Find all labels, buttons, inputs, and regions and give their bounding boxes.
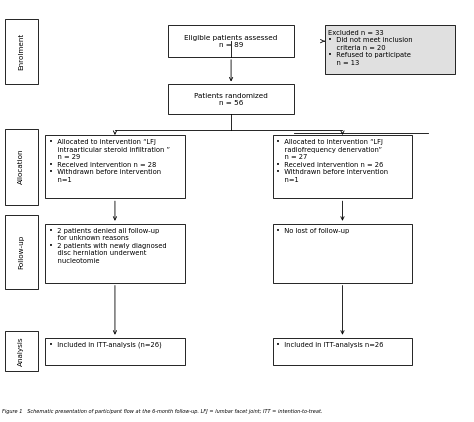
Text: •  No lost of follow-up: • No lost of follow-up bbox=[276, 228, 350, 234]
Bar bbox=[273, 135, 412, 198]
Bar bbox=[5, 215, 38, 289]
Text: Figure 1   Schematic presentation of participant flow at the 6-month follow-up. : Figure 1 Schematic presentation of parti… bbox=[2, 408, 323, 414]
Bar bbox=[5, 19, 38, 84]
Text: Excluded n = 33
•  Did not meet inclusion
    criteria n = 20
•  Refused to part: Excluded n = 33 • Did not meet inclusion… bbox=[328, 30, 413, 65]
Bar bbox=[273, 224, 412, 283]
Bar bbox=[45, 135, 185, 198]
Text: Eligible patients assessed
n = 89: Eligible patients assessed n = 89 bbox=[184, 35, 278, 48]
Text: Allocation: Allocation bbox=[18, 149, 24, 184]
Text: •  Allocated to intervention “LFJ
    intraarticular steroid infiltration ”
    : • Allocated to intervention “LFJ intraar… bbox=[49, 139, 170, 183]
Text: •  2 patients denied all follow-up
    for unknown reasons
•  2 patients with ne: • 2 patients denied all follow-up for un… bbox=[49, 228, 166, 264]
Bar bbox=[5, 129, 38, 205]
Bar bbox=[45, 224, 185, 283]
Text: Follow-up: Follow-up bbox=[18, 235, 24, 269]
Bar bbox=[168, 84, 294, 114]
Bar bbox=[168, 25, 294, 57]
Text: •  Allocated to intervention “LFJ
    radiofrequency denervation”
    n = 27
•  : • Allocated to intervention “LFJ radiofr… bbox=[276, 139, 389, 183]
Bar bbox=[5, 331, 38, 371]
Bar bbox=[273, 338, 412, 365]
Text: •  Included in ITT-analysis n=26: • Included in ITT-analysis n=26 bbox=[276, 342, 384, 348]
Bar bbox=[45, 338, 185, 365]
Text: Enrolment: Enrolment bbox=[18, 33, 24, 70]
Bar bbox=[325, 25, 455, 74]
Text: Patients randomized
n = 56: Patients randomized n = 56 bbox=[194, 93, 268, 106]
Text: •  Included in ITT-analysis (n=26): • Included in ITT-analysis (n=26) bbox=[49, 342, 162, 348]
Text: Analysis: Analysis bbox=[18, 336, 24, 366]
